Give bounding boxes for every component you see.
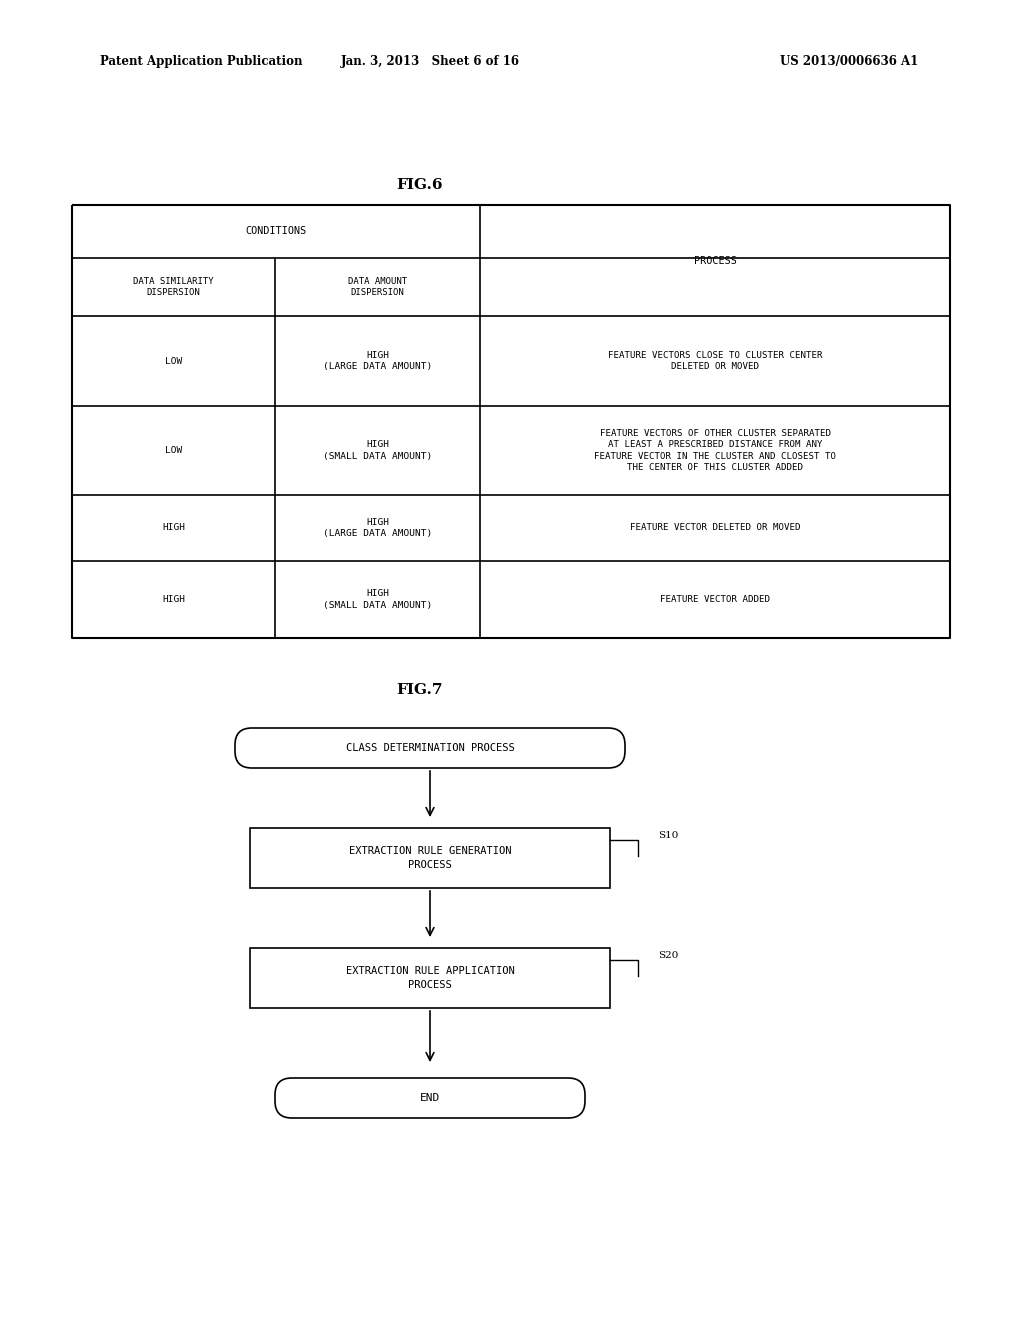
Text: END: END bbox=[420, 1093, 440, 1104]
Text: S20: S20 bbox=[658, 952, 678, 961]
Text: LOW: LOW bbox=[165, 446, 182, 455]
Bar bbox=[250, 948, 610, 1008]
Text: HIGH
(SMALL DATA AMOUNT): HIGH (SMALL DATA AMOUNT) bbox=[323, 589, 432, 610]
Text: HIGH
(LARGE DATA AMOUNT): HIGH (LARGE DATA AMOUNT) bbox=[323, 351, 432, 371]
Text: US 2013/0006636 A1: US 2013/0006636 A1 bbox=[780, 55, 919, 69]
Text: FEATURE VECTOR ADDED: FEATURE VECTOR ADDED bbox=[660, 595, 770, 605]
Text: HIGH: HIGH bbox=[162, 524, 185, 532]
Text: Jan. 3, 2013   Sheet 6 of 16: Jan. 3, 2013 Sheet 6 of 16 bbox=[341, 55, 519, 69]
Text: FEATURE VECTORS OF OTHER CLUSTER SEPARATED
AT LEAST A PRESCRIBED DISTANCE FROM A: FEATURE VECTORS OF OTHER CLUSTER SEPARAT… bbox=[594, 429, 836, 473]
Text: FEATURE VECTOR DELETED OR MOVED: FEATURE VECTOR DELETED OR MOVED bbox=[630, 524, 800, 532]
Text: S10: S10 bbox=[658, 832, 678, 841]
Text: HIGH
(SMALL DATA AMOUNT): HIGH (SMALL DATA AMOUNT) bbox=[323, 441, 432, 461]
Text: DATA AMOUNT
DISPERSION: DATA AMOUNT DISPERSION bbox=[348, 277, 408, 297]
Text: CLASS DETERMINATION PROCESS: CLASS DETERMINATION PROCESS bbox=[346, 743, 514, 752]
Text: FIG.7: FIG.7 bbox=[396, 682, 443, 697]
Text: EXTRACTION RULE APPLICATION
PROCESS: EXTRACTION RULE APPLICATION PROCESS bbox=[346, 966, 514, 990]
Text: LOW: LOW bbox=[165, 356, 182, 366]
Text: CONDITIONS: CONDITIONS bbox=[246, 227, 306, 236]
Text: FIG.6: FIG.6 bbox=[396, 178, 443, 191]
Text: DATA SIMILARITY
DISPERSION: DATA SIMILARITY DISPERSION bbox=[133, 277, 214, 297]
Text: FEATURE VECTORS CLOSE TO CLUSTER CENTER
DELETED OR MOVED: FEATURE VECTORS CLOSE TO CLUSTER CENTER … bbox=[608, 351, 822, 371]
Text: HIGH
(LARGE DATA AMOUNT): HIGH (LARGE DATA AMOUNT) bbox=[323, 517, 432, 539]
Text: EXTRACTION RULE GENERATION
PROCESS: EXTRACTION RULE GENERATION PROCESS bbox=[349, 846, 511, 870]
Text: Patent Application Publication: Patent Application Publication bbox=[100, 55, 302, 69]
Text: HIGH: HIGH bbox=[162, 595, 185, 605]
Bar bbox=[250, 828, 610, 888]
Text: PROCESS: PROCESS bbox=[693, 256, 736, 265]
